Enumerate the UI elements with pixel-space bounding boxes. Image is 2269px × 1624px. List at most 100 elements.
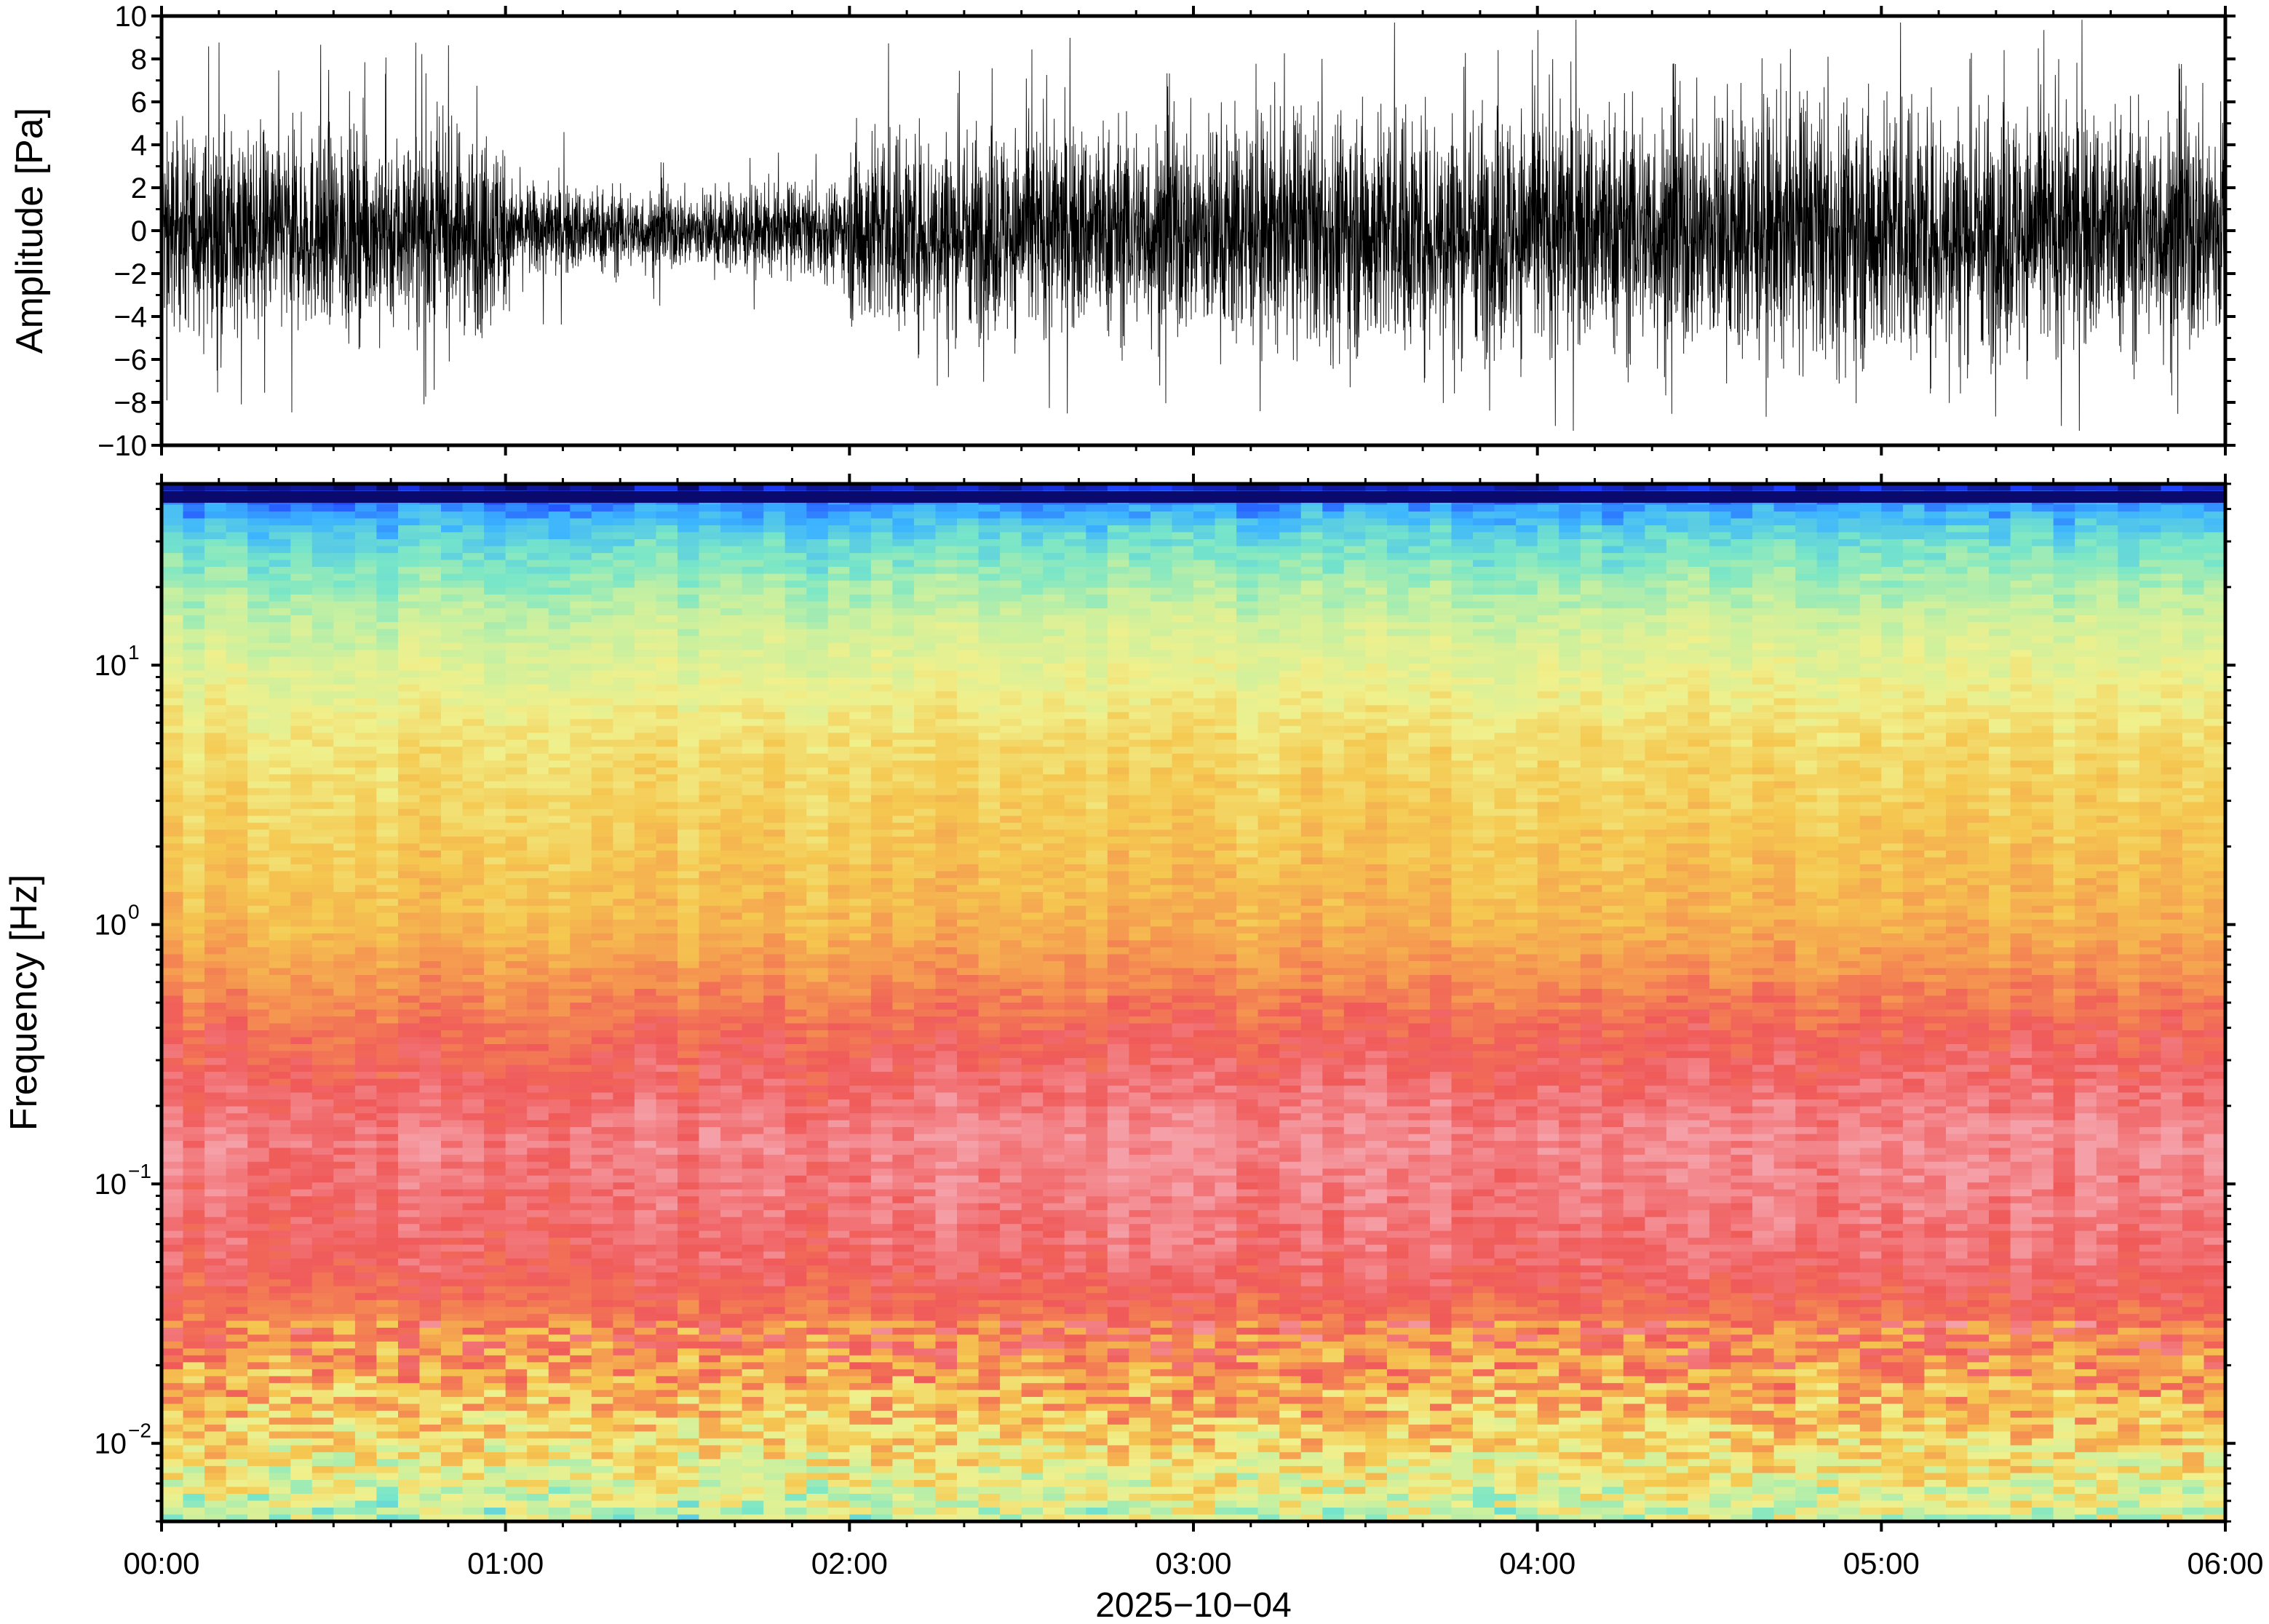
spectrogram-cell: [484, 615, 506, 623]
spectrogram-cell: [784, 1313, 807, 1321]
spectrogram-cell: [354, 912, 377, 920]
spectrogram-cell: [827, 484, 850, 492]
spectrogram-cell: [677, 982, 700, 990]
spectrogram-cell: [656, 1265, 678, 1273]
spectrogram-cell: [162, 1431, 184, 1439]
spectrogram-cell: [226, 1459, 248, 1467]
spectrogram-cell: [462, 781, 485, 789]
spectrogram-cell: [827, 1473, 850, 1481]
spectrogram-cell: [570, 1486, 592, 1494]
spectrogram-cell: [634, 1514, 656, 1521]
spectrogram-cell: [441, 905, 464, 913]
spectrogram-cell: [570, 629, 592, 637]
spectrogram-cell: [162, 1494, 184, 1502]
spectrogram-cell: [806, 795, 829, 803]
spectrogram-cell: [269, 1355, 291, 1363]
spectrogram-cell: [656, 1016, 678, 1024]
spectrogram-cell: [376, 912, 399, 920]
spectrogram-cell: [354, 1445, 377, 1453]
spectrogram-cell: [806, 1327, 829, 1335]
spectrogram-cell: [333, 560, 356, 568]
spectrogram-cell: [784, 553, 807, 561]
spectrogram-cell: [699, 1279, 721, 1287]
spectrogram-cell: [699, 698, 721, 706]
spectrogram-cell: [570, 857, 592, 865]
spectrogram-cell: [548, 891, 571, 899]
spectrogram-cell: [311, 677, 334, 685]
spectrogram-cell: [742, 1037, 764, 1045]
spectrogram-cell: [570, 1058, 592, 1066]
spectrogram-cell: [441, 1258, 464, 1266]
spectrogram-cell: [505, 795, 528, 803]
spectrogram-cell: [376, 989, 399, 997]
spectrogram-cell: [806, 1321, 829, 1329]
spectrogram-cell: [311, 1410, 334, 1418]
spectrogram-cell: [742, 1023, 764, 1031]
spectrogram-cell: [462, 594, 485, 602]
spectrogram-cell: [354, 1486, 377, 1494]
spectrogram-cell: [247, 1508, 270, 1516]
spectrogram-cell: [247, 1141, 270, 1149]
spectrogram-cell: [699, 850, 721, 858]
spectrogram-cell: [484, 912, 506, 920]
spectrogram-cell: [720, 829, 743, 837]
spectrogram-cell: [354, 1099, 377, 1107]
spectrogram-cell: [827, 1514, 850, 1521]
spectrogram-cell: [419, 961, 442, 969]
spectrogram-cell: [784, 1044, 807, 1052]
spectrogram-cell: [613, 1224, 635, 1232]
spectrogram-cell: [677, 1182, 700, 1190]
spectrogram-cell: [290, 1175, 313, 1183]
spectrogram-cell: [784, 1037, 807, 1045]
spectrogram-cell: [269, 1293, 291, 1301]
spectrogram-cell: [784, 954, 807, 962]
spectrogram-cell: [849, 885, 872, 893]
spectrogram-cell: [183, 829, 205, 837]
spectrogram-cell: [290, 747, 313, 755]
spectrogram-cell: [247, 747, 270, 755]
spectrogram-cell: [656, 753, 678, 761]
spectrogram-cell: [634, 573, 656, 581]
spectrogram-cell: [247, 725, 270, 733]
spectrogram-cell: [269, 899, 291, 907]
spectrogram-cell: [656, 1396, 678, 1404]
spectrogram-cell: [484, 1508, 506, 1516]
spectrogram-cell: [677, 650, 700, 658]
spectrogram-cell: [462, 733, 485, 741]
spectrogram-cell: [484, 982, 506, 990]
spectrogram-cell: [527, 1169, 549, 1177]
spectrogram-cell: [333, 947, 356, 955]
spectrogram-cell: [720, 850, 743, 858]
spectrogram-cell: [742, 1486, 764, 1494]
spectrogram-cell: [806, 670, 829, 678]
spectrogram-cell: [827, 1369, 850, 1377]
spectrogram-cell: [462, 1072, 485, 1080]
spectrogram-cell: [763, 877, 786, 885]
spectrogram-cell: [162, 622, 184, 630]
spectrogram-cell: [484, 747, 506, 755]
spectrogram-cell: [613, 836, 635, 844]
spectrogram-cell: [247, 1210, 270, 1218]
spectrogram-cell: [354, 608, 377, 616]
spectrogram-cell: [269, 1238, 291, 1246]
spectrogram-cell: [656, 1508, 678, 1516]
spectrogram-cell: [634, 1161, 656, 1169]
spectrogram-cell: [613, 1120, 635, 1128]
spectrogram-cell: [204, 1141, 227, 1149]
spectrogram-cell: [742, 774, 764, 782]
spectrogram-cell: [269, 1286, 291, 1294]
spectrogram-cell: [290, 1141, 313, 1149]
spectrogram-cell: [183, 1410, 205, 1418]
spectrogram-cell: [763, 1203, 786, 1211]
spectrogram-cell: [699, 1376, 721, 1384]
spectrogram-cell: [720, 1258, 743, 1266]
spectrogram-cell: [226, 1182, 248, 1190]
spectrogram-cell: [827, 1265, 850, 1273]
spectrogram-cell: [827, 636, 850, 644]
spectrogram-cell: [827, 836, 850, 844]
spectrogram-cell: [183, 1141, 205, 1149]
spectrogram-cell: [763, 525, 786, 533]
spectrogram-cell: [570, 1445, 592, 1453]
spectrogram-cell: [398, 581, 421, 589]
spectrogram-cell: [720, 691, 743, 699]
